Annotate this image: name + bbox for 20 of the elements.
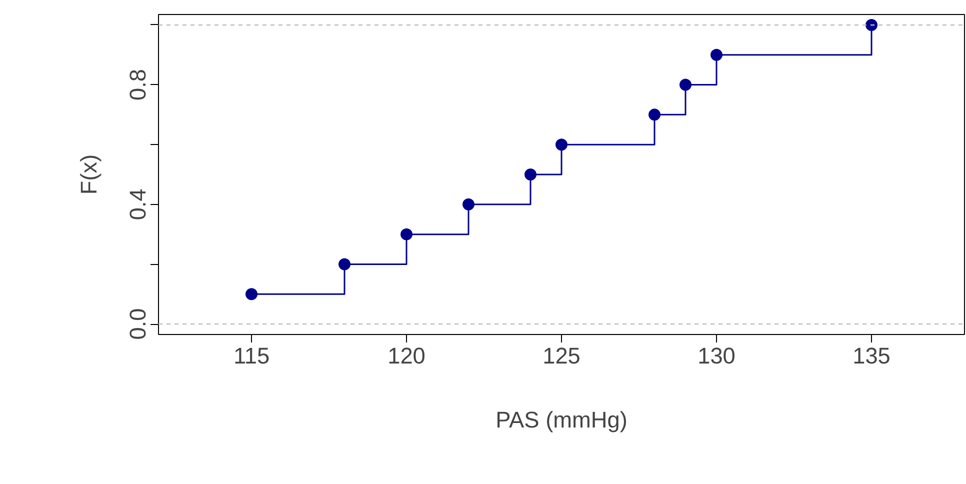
point: [648, 108, 660, 121]
x-tick-label: 120: [388, 342, 426, 368]
x-tick-label: 135: [852, 342, 890, 368]
y-axis-title: F(x): [76, 154, 102, 195]
y-tick-label: 0.8: [124, 69, 150, 101]
point: [866, 18, 878, 31]
point: [524, 168, 536, 180]
x-tick-label: 125: [542, 342, 580, 368]
x-axis-title: PAS (mmHg): [496, 406, 628, 432]
point: [556, 138, 568, 151]
y-tick-label: 0.0: [124, 308, 150, 340]
x-tick-label: 130: [698, 342, 736, 368]
x-tick-label: 115: [233, 342, 270, 368]
point: [338, 258, 350, 270]
y-tick-label: 0.4: [124, 188, 150, 220]
point: [710, 48, 722, 61]
point: [680, 78, 692, 91]
point: [462, 198, 474, 210]
point: [246, 288, 258, 300]
point: [400, 228, 412, 240]
